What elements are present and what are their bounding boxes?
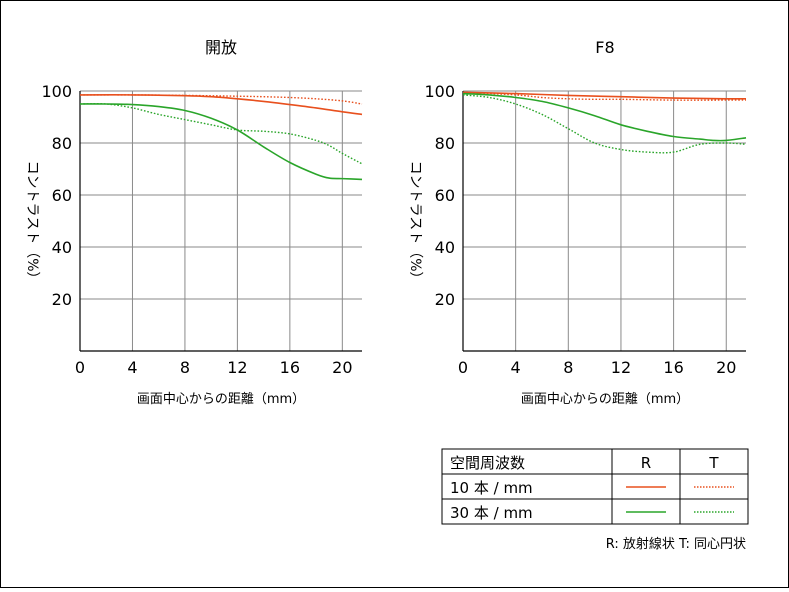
series-line-10t (462, 91, 746, 101)
series-line-10t (79, 94, 363, 105)
y-tick-label: 100 (41, 82, 72, 101)
legend-border (441, 448, 749, 525)
legend-row-30: 30 本 / mm (450, 504, 533, 522)
y-tick-label: 80 (52, 134, 72, 153)
x-tick-label: 8 (563, 358, 573, 377)
footnote: R: 放射線状 T: 同心円状 (606, 536, 746, 552)
chart-title: 開放 (205, 38, 237, 57)
legend-col-t: T (708, 454, 719, 472)
axes (79, 91, 362, 352)
x-tick-label: 20 (332, 358, 352, 377)
x-tick-label: 12 (611, 358, 631, 377)
x-axis-label: 画面中心からの距離（mm） (137, 392, 305, 407)
tick-labels: 0 4 8 12 16 20 100 80 60 40 20 (41, 82, 352, 377)
series-line-30r (462, 92, 747, 142)
x-tick-label: 12 (227, 358, 247, 377)
x-tick-label: 8 (180, 358, 190, 377)
x-tick-label: 16 (663, 358, 683, 377)
x-tick-label: 0 (75, 358, 85, 377)
grid (80, 90, 362, 351)
chart-f8: F8 0 4 8 12 16 20 100 80 60 40 20 画面中心からの距離（mm） コン… (407, 38, 747, 407)
x-tick-label: 20 (716, 358, 736, 377)
x-tick-label: 0 (458, 358, 468, 377)
x-tick-label: 4 (511, 358, 521, 377)
grid (463, 90, 746, 351)
y-tick-label: 100 (424, 82, 455, 101)
legend-table: 空間周波数 R T 10 本 / mm 30 本 / mm (441, 448, 749, 525)
y-axis-label: コントラスト（%） (407, 160, 423, 285)
tick-labels: 0 4 8 12 16 20 100 80 60 40 20 (424, 82, 736, 377)
legend-col-r: R (641, 454, 651, 472)
legend-row-10: 10 本 / mm (450, 479, 533, 497)
y-tick-label: 40 (52, 238, 72, 257)
series-lines (462, 91, 747, 154)
x-tick-label: 4 (127, 358, 137, 377)
y-tick-label: 60 (435, 186, 455, 205)
axes (462, 91, 746, 352)
legend-header: 空間周波数 (450, 454, 525, 472)
series-line-10r (462, 91, 747, 100)
y-tick-label: 80 (435, 134, 455, 153)
y-tick-label: 20 (435, 290, 455, 309)
chart-title: F8 (595, 38, 614, 57)
y-axis-label: コントラスト（%） (24, 160, 40, 285)
y-tick-label: 20 (52, 290, 72, 309)
series-line-30r (79, 103, 363, 181)
series-lines (79, 94, 363, 181)
y-tick-label: 40 (435, 238, 455, 257)
y-tick-label: 60 (52, 186, 72, 205)
series-line-30t (79, 103, 363, 165)
series-line-10r (79, 94, 363, 116)
chart-wide-open: 開放 0 4 8 12 16 20 100 80 60 40 20 画面中心からの距離（mm） コン… (24, 38, 363, 407)
x-tick-label: 16 (280, 358, 300, 377)
series-line-30t (462, 94, 747, 154)
x-axis-label: 画面中心からの距離（mm） (521, 392, 689, 407)
